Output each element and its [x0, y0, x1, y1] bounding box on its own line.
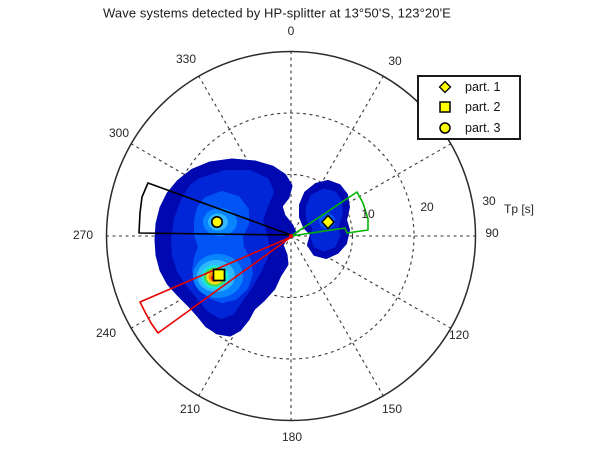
spectral-density-main-lobe	[154, 158, 297, 337]
partition-markers	[210, 214, 335, 282]
spoke-120	[290, 235, 452, 329]
diamond-icon	[438, 80, 452, 94]
legend-label-part2: part. 2	[465, 100, 501, 115]
angular-tick-210: 210	[179, 402, 201, 416]
sector-part1-outline	[290, 191, 369, 237]
legend-box[interactable]: part. 1 part. 2 part. 3	[417, 75, 521, 140]
spoke-330	[198, 75, 292, 237]
radial-tick-10: 10	[361, 207, 375, 221]
chart-title: Wave systems detected by HP-splitter at …	[103, 5, 451, 21]
legend-row-part1: part. 1	[419, 77, 519, 97]
square-icon	[439, 101, 451, 114]
angular-tick-0: 0	[287, 24, 295, 38]
angular-tick-90: 90	[485, 226, 499, 240]
legend-label-part3: part. 3	[465, 120, 501, 135]
sector-part3-outline	[138, 182, 292, 236]
partition-sectors	[138, 182, 369, 334]
angular-tick-120: 120	[448, 328, 470, 342]
legend-row-part3: part. 3	[419, 118, 519, 138]
angular-tick-180: 180	[281, 430, 303, 444]
spoke-60	[290, 143, 452, 237]
radial-tick-20: 20	[420, 200, 434, 214]
spoke-30	[290, 75, 384, 237]
spoke-150	[290, 235, 384, 397]
partition-1-marker	[321, 214, 335, 230]
angular-tick-270: 270	[72, 228, 94, 242]
grid-ring-30-outer	[105, 50, 477, 422]
radial-axis-label: Tp [s]	[503, 202, 535, 216]
angular-tick-150: 150	[381, 402, 403, 416]
angular-tick-240: 240	[95, 326, 117, 340]
angular-tick-330: 330	[175, 52, 197, 66]
radial-tick-30: 30	[482, 194, 496, 208]
legend-row-part2: part. 2	[419, 97, 519, 117]
legend-label-part1: part. 1	[465, 80, 501, 95]
partition-2-marker	[212, 268, 226, 282]
sector-part2-outline	[139, 236, 292, 334]
angular-tick-300: 300	[108, 126, 130, 140]
angular-tick-30: 30	[388, 54, 402, 68]
circle-icon	[439, 122, 451, 134]
grid-ring-10	[228, 173, 354, 299]
sector-origin-dot	[289, 234, 293, 238]
partition-3-marker	[210, 215, 224, 229]
